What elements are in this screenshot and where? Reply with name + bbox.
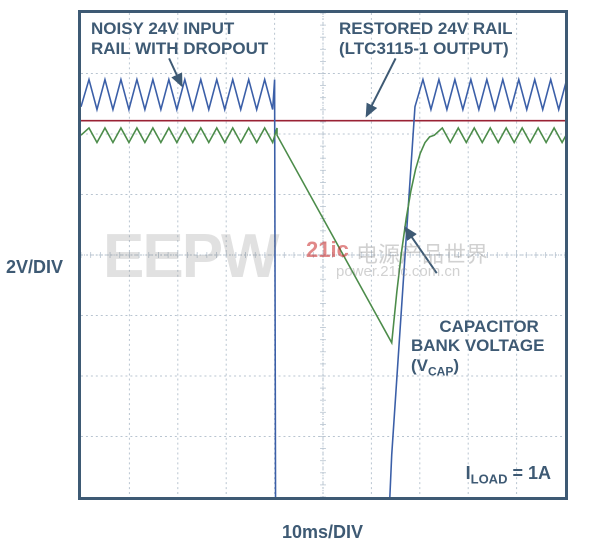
iload-sub: LOAD xyxy=(471,472,508,487)
y-axis-label: 2V/DIV xyxy=(6,257,63,278)
x-axis-label: 10ms/DIV xyxy=(282,522,363,543)
annot-cap-bank-close: ) xyxy=(453,356,459,375)
annot-noisy-input: NOISY 24V INPUT RAIL WITH DROPOUT xyxy=(91,19,268,58)
iload-label: ILOAD = 1A xyxy=(466,463,551,487)
annot-cap-bank-sub: CAP xyxy=(428,364,453,378)
oscilloscope-screenshot: 2V/DIV NOISY 24V INPUT RAIL WITH DROPOUT… xyxy=(0,0,600,555)
annot-cap-bank: CAPACITOR BANK VOLTAGE (VCAP) xyxy=(411,297,544,398)
iload-suffix: = 1A xyxy=(507,463,551,483)
annot-restored: RESTORED 24V RAIL (LTC3115-1 OUTPUT) xyxy=(339,19,513,58)
scope-plot xyxy=(81,13,565,497)
scope-frame: NOISY 24V INPUT RAIL WITH DROPOUT RESTOR… xyxy=(78,10,568,500)
